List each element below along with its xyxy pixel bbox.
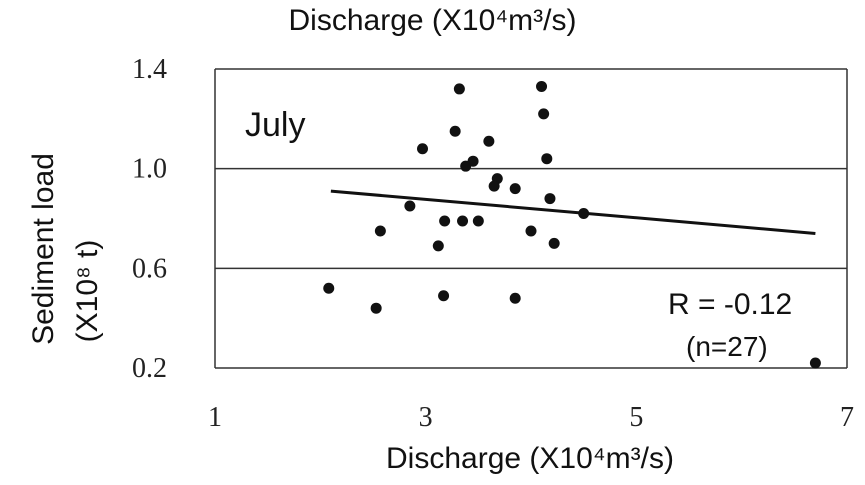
x-axis-label: Discharge (X10⁴m³/s) (386, 442, 674, 475)
chart-title: Discharge (X10⁴m³/s) (288, 4, 577, 37)
x-tick-label: 3 (419, 402, 433, 433)
data-point (483, 135, 495, 147)
x-tick-label: 7 (840, 402, 854, 433)
data-point (472, 215, 484, 227)
data-point (538, 108, 550, 120)
data-point (404, 200, 416, 212)
data-point (460, 160, 472, 172)
correlation-label: R = -0.12 (668, 288, 792, 321)
y-tick-label: 1.0 (132, 154, 167, 185)
data-point (370, 302, 382, 314)
y-tick-label: 0.2 (132, 353, 167, 384)
sample-size-label: (n=27) (686, 331, 768, 362)
y-tick-label: 1.4 (132, 54, 167, 85)
data-point (544, 193, 556, 205)
regression-line (330, 189, 816, 235)
data-point (453, 83, 465, 95)
data-point (541, 153, 553, 165)
data-point (488, 180, 500, 192)
data-point (536, 80, 548, 92)
panel-label-july: July (245, 106, 305, 144)
y-tick-label: 0.6 (132, 253, 167, 284)
data-point (432, 240, 444, 252)
data-point (438, 290, 450, 302)
data-point (809, 357, 821, 369)
data-point (439, 215, 451, 227)
data-point (323, 282, 335, 294)
data-point (449, 125, 461, 137)
data-point (548, 237, 560, 249)
x-tick-label: 5 (629, 402, 643, 433)
x-tick-label: 1 (208, 402, 222, 433)
data-point (457, 215, 469, 227)
data-point (578, 208, 590, 220)
data-point (374, 225, 386, 237)
data-point (509, 292, 521, 304)
data-point (417, 143, 429, 155)
data-point (509, 183, 521, 195)
data-point (525, 225, 537, 237)
